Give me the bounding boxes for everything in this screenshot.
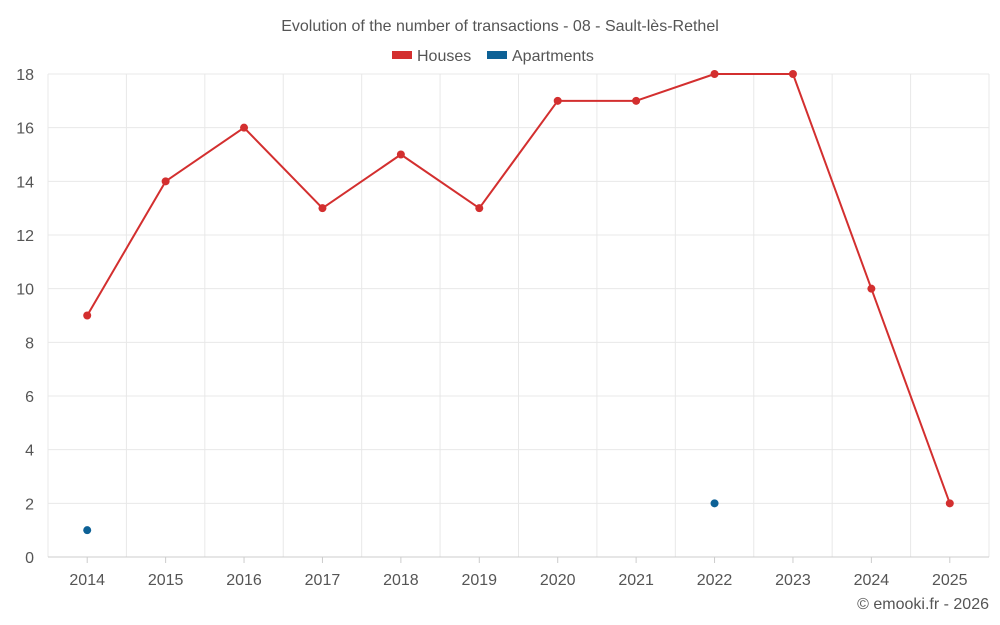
series bbox=[83, 70, 954, 535]
chart-title: Evolution of the number of transactions … bbox=[281, 18, 719, 35]
x-tick-label: 2017 bbox=[305, 572, 341, 589]
data-point-houses[interactable] bbox=[867, 284, 876, 293]
x-tick-label: 2021 bbox=[618, 572, 654, 589]
data-point-apartments[interactable] bbox=[710, 499, 719, 508]
y-tick-label: 2 bbox=[25, 496, 34, 513]
data-point-houses[interactable] bbox=[632, 96, 641, 105]
y-tick-label: 6 bbox=[25, 389, 34, 406]
x-tick-label: 2019 bbox=[461, 572, 497, 589]
x-tick-label: 2022 bbox=[697, 572, 733, 589]
chart-legend: Houses Apartments bbox=[392, 48, 594, 65]
x-tick-label: 2025 bbox=[932, 572, 968, 589]
x-tick-label: 2023 bbox=[775, 572, 811, 589]
legend-swatch-houses bbox=[392, 51, 412, 59]
data-point-houses[interactable] bbox=[788, 70, 797, 78]
x-tick-label: 2016 bbox=[226, 572, 262, 589]
x-tick-label: 2015 bbox=[148, 572, 184, 589]
y-tick-label: 14 bbox=[16, 174, 34, 191]
axes: 0 2 4 6 8 10 12 14 16 18 2014 2015 2016 2017 2018 2019 2… bbox=[16, 67, 989, 589]
y-tick-label: 8 bbox=[25, 335, 34, 352]
y-tick-label: 4 bbox=[25, 443, 34, 460]
data-point-houses[interactable] bbox=[945, 499, 954, 508]
data-point-houses[interactable] bbox=[396, 150, 405, 159]
x-tick-label: 2020 bbox=[540, 572, 576, 589]
legend-label-houses[interactable]: Houses bbox=[417, 48, 471, 65]
y-tick-label: 18 bbox=[16, 67, 34, 84]
series-houses bbox=[83, 70, 954, 508]
y-tick-label: 12 bbox=[16, 228, 34, 245]
credit-text: © emooki.fr - 2026 bbox=[857, 596, 989, 613]
x-tick-label: 2024 bbox=[854, 572, 890, 589]
data-point-houses[interactable] bbox=[83, 311, 92, 320]
y-tick-label: 10 bbox=[16, 282, 34, 299]
y-tick-label: 0 bbox=[25, 550, 34, 567]
legend-label-apartments[interactable]: Apartments bbox=[512, 48, 594, 65]
x-tick-label: 2018 bbox=[383, 572, 419, 589]
data-point-houses[interactable] bbox=[318, 204, 327, 213]
data-point-houses[interactable] bbox=[161, 177, 170, 186]
data-point-houses[interactable] bbox=[475, 204, 484, 213]
data-point-apartments[interactable] bbox=[83, 526, 92, 535]
y-tick-label: 16 bbox=[16, 121, 34, 138]
series-line-houses bbox=[86, 73, 951, 504]
data-point-houses[interactable] bbox=[710, 70, 719, 78]
x-tick-label: 2014 bbox=[69, 572, 105, 589]
series-apartments bbox=[83, 499, 719, 535]
grid bbox=[47, 73, 990, 557]
legend-swatch-apartments bbox=[487, 51, 507, 59]
data-point-houses[interactable] bbox=[240, 123, 249, 132]
data-point-houses[interactable] bbox=[553, 96, 562, 105]
